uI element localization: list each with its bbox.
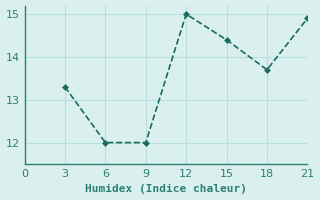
X-axis label: Humidex (Indice chaleur): Humidex (Indice chaleur) xyxy=(85,184,247,194)
